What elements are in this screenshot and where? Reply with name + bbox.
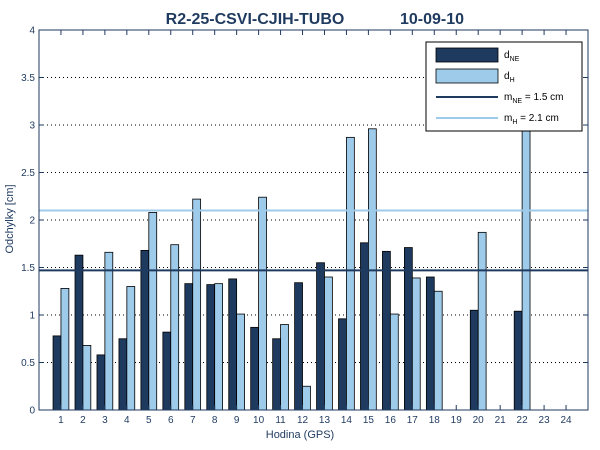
bar-dNE [228,278,238,411]
y-tick-label: 3 [29,121,35,132]
x-tick-label: 14 [341,415,353,426]
y-tick-label: 0 [29,406,35,417]
chart-title: R2-25-CSVI-CJIH-TUBO [166,11,345,28]
bar-dNE [469,309,479,411]
bar-dH [324,276,333,411]
bar-dH [389,313,399,411]
reference-lines [39,209,588,272]
bar-dNE [184,283,194,411]
bar-dH [60,287,70,411]
y-tick-label: 4 [29,26,35,37]
bar-dNE [513,310,523,411]
bar-dH [192,198,202,411]
bar-dH [477,231,487,411]
x-tick-label: 12 [297,415,309,426]
bar-dH [280,324,289,411]
bars [52,124,531,411]
legend-swatch [435,47,499,63]
x-tick-label: 11 [275,415,286,426]
legend-label: mNE = 1.5 cm [504,92,563,105]
bar-dH [82,344,92,411]
bar-dH [521,124,531,411]
y-tick-label: 2.5 [21,168,35,179]
bar-dNE [96,354,106,411]
bar-dNE [338,318,347,411]
legend-label: dH [504,71,515,84]
x-tick-label: 17 [407,415,419,426]
x-tick-label: 2 [80,415,86,426]
x-tick-label: 21 [495,415,507,426]
x-tick-label: 13 [319,415,331,426]
x-tick-label: 10 [253,415,265,426]
x-tick-label: 23 [539,415,551,426]
x-axis-label: Hodina (GPS) [266,429,334,441]
x-tick-label: 4 [124,415,130,426]
bar-dH [214,283,223,411]
legend-label: mH = 2.1 cm [504,113,559,126]
bar-dH [236,313,245,411]
x-tick-label: 3 [102,415,108,426]
x-tick-label: 9 [234,415,240,426]
legend-swatch [435,68,499,84]
bar-dNE [140,249,150,411]
bar-dH [411,277,421,411]
bar-dNE [52,335,62,411]
y-tick-label: 2 [29,216,35,227]
x-tick-label: 19 [451,415,463,426]
x-tick-label: 18 [429,415,441,426]
x-tick-label: 5 [146,415,152,426]
bar-dH [258,196,267,411]
bar-dH [148,211,158,411]
x-tick-label: 6 [168,415,174,426]
bar-dNE [382,250,391,411]
x-tick-label: 7 [190,415,196,426]
bar-dH [126,286,136,411]
x-axis: 1 2 3 4 5 6 7 8 9 10 11 12 13 14 15 16 17 18 19 20 21 22 23 24 [58,30,572,426]
y-axis: 0 0.5 1 1.5 2 2.5 3 3.5 4 [21,26,588,417]
x-tick-label: 16 [385,415,397,426]
x-tick-label: 22 [517,415,529,426]
bar-dNE [206,284,216,411]
x-tick-label: 20 [473,415,485,426]
bar-dH [346,136,355,411]
x-tick-label: 1 [58,415,64,426]
y-axis-label: Odchylky [cm] [4,184,16,253]
legend: dNE dH mNE = 1.5 cm mH = 2.1 cm [425,41,583,132]
bar-dNE [316,262,325,411]
y-tick-label: 1.5 [21,263,35,274]
bar-dNE [360,242,369,411]
y-tick-label: 0.5 [21,358,35,369]
bar-dH [433,290,443,411]
bar-dNE [118,338,128,411]
x-tick-label: 8 [212,415,218,426]
bar-dNE [162,331,172,411]
bar-dH [104,251,114,411]
bar-dH [302,385,311,411]
bar-dNE [294,282,303,411]
bar-dNE [250,326,259,411]
bar-dNE [74,254,84,411]
bar-dNE [404,247,413,411]
x-tick-label: 15 [363,415,375,426]
chart-date: 10-09-10 [400,11,464,28]
y-tick-label: 1 [29,311,35,322]
x-tick-label: 24 [560,415,572,426]
bar-dNE [425,276,435,411]
y-tick-label: 3.5 [21,73,35,84]
bar-dNE [272,338,281,411]
legend-label: dNE [504,50,520,63]
